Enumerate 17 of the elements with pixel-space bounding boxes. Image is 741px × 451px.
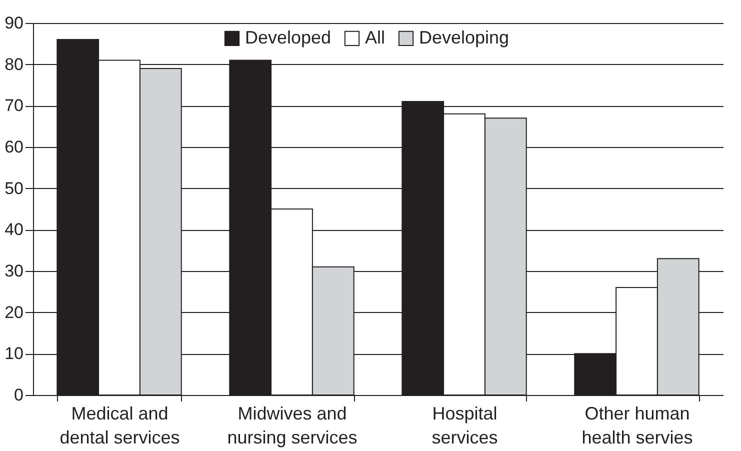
y-tick-label: 40 [4, 220, 24, 240]
x-tick-label: Other human health servies [582, 404, 693, 448]
y-tick-label: 60 [4, 138, 24, 156]
legend-label: Developing [419, 27, 510, 48]
y-tick-label: 70 [4, 96, 24, 116]
legend-label: Developed [245, 27, 332, 48]
y-tick-label: 0 [14, 386, 24, 404]
x-tick-label: Midwives and nursing services [227, 404, 358, 448]
y-tick-label: 90 [4, 14, 24, 32]
x-tick-label: Medical and dental services [60, 404, 180, 448]
y-tick-label: 50 [4, 178, 24, 198]
x-tick-label: Hospital services [432, 404, 498, 448]
y-tick-label: 80 [4, 54, 24, 74]
y-tick-label: 30 [4, 262, 24, 280]
legend-label: All [365, 27, 386, 48]
y-tick-label: 10 [4, 344, 24, 364]
y-tick-label: 20 [4, 302, 24, 322]
